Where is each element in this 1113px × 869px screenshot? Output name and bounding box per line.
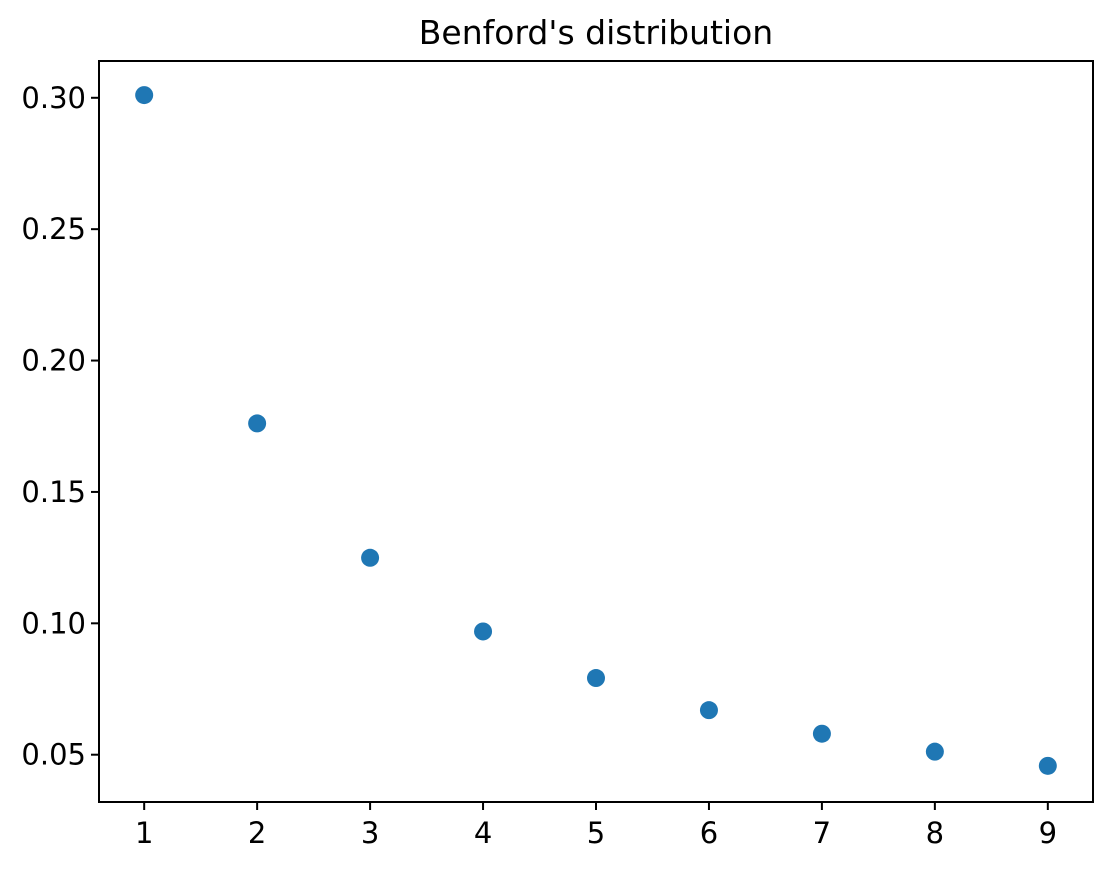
x-tick-label: 3: [361, 816, 379, 850]
x-tick-label: 1: [135, 816, 153, 850]
scatter-point: [474, 622, 493, 641]
scatter-point: [361, 548, 380, 567]
y-tick-label: 0.15: [21, 475, 86, 509]
plot-border: [98, 60, 1094, 803]
y-tick-label: 0.20: [21, 344, 86, 378]
plot-layer: 1 2 3 4 5 6 7 8 9 0.05 0.10 0.15 0.20 0.25 0.30: [21, 60, 1094, 850]
scatter-point: [248, 414, 267, 433]
x-tick-label: 4: [474, 816, 492, 850]
scatter-point: [699, 701, 718, 720]
scatter-point: [587, 669, 605, 688]
x-tick-label: 2: [248, 816, 266, 850]
scatter-point: [135, 86, 154, 105]
y-tick-label: 0.10: [21, 606, 86, 640]
x-tick-label: 9: [1039, 816, 1057, 850]
x-tick-label: 8: [926, 816, 944, 850]
chart-title: Benford's distribution: [419, 13, 773, 52]
scatter-point: [812, 724, 831, 743]
y-tick-label: 0.30: [21, 81, 86, 115]
y-tick-label: 0.05: [21, 738, 86, 772]
scatter-point: [1038, 756, 1057, 775]
x-tick-label: 5: [587, 816, 605, 850]
scatter-point: [925, 742, 944, 761]
y-tick-label: 0.25: [21, 212, 86, 246]
x-tick-label: 7: [813, 816, 831, 850]
x-tick-label: 6: [700, 816, 718, 850]
